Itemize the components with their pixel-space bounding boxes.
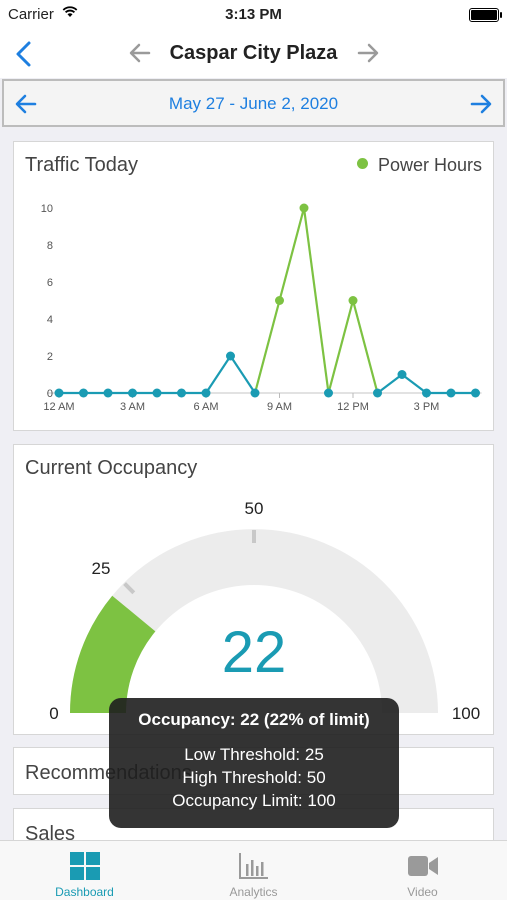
data-point [201, 388, 211, 398]
gauge-label-max: 100 [452, 704, 480, 723]
data-point [54, 388, 64, 398]
tooltip-low-threshold: Low Threshold: 25 [184, 745, 324, 764]
dashboard-icon [70, 852, 100, 880]
tooltip-high-threshold: High Threshold: 50 [182, 768, 326, 787]
data-point [275, 296, 284, 305]
series-line-segment [351, 300, 379, 394]
gauge-label-high: 50 [245, 499, 264, 518]
y-tick-label: 2 [47, 351, 53, 363]
back-button[interactable] [12, 39, 36, 69]
data-point [226, 351, 235, 361]
chart-legend: Power Hours [356, 155, 482, 176]
y-tick-label: 4 [47, 314, 53, 326]
tab-dashboard[interactable]: Dashboard [0, 841, 169, 900]
data-point [446, 388, 456, 398]
gauge-fill [70, 595, 156, 713]
series-line-segment [401, 373, 428, 394]
data-point [373, 388, 382, 398]
data-point [152, 388, 162, 398]
tooltip-occupancy-limit: Occupancy Limit: 100 [172, 791, 336, 810]
tab-video-label: Video [407, 885, 438, 899]
x-tick-label: 3 AM [120, 401, 145, 413]
video-icon [408, 856, 438, 876]
next-week-arrow-icon[interactable] [469, 93, 493, 115]
gauge-threshold-tick [123, 582, 136, 595]
gauge-label-low: 25 [92, 559, 111, 578]
traffic-card-title: Traffic Today [25, 154, 139, 176]
y-tick-label: 10 [41, 203, 53, 215]
wifi-icon [62, 6, 78, 17]
date-range-selector: May 27 - June 2, 2020 [2, 79, 505, 127]
data-point [348, 296, 358, 305]
next-location-arrow-icon[interactable] [356, 42, 380, 64]
x-tick-label: 12 AM [43, 401, 74, 413]
gauge-value: 22 [222, 620, 287, 685]
data-point [79, 388, 88, 398]
previous-location-arrow-icon[interactable] [128, 42, 152, 64]
series-line-segment [229, 355, 256, 394]
occupancy-tooltip: Occupancy: 22 (22% of limit) Low Thresho… [109, 698, 399, 828]
carrier-label: Carrier [8, 6, 54, 23]
series-line-segment [205, 355, 232, 394]
tab-video[interactable]: Video [338, 841, 507, 900]
clock: 3:13 PM [225, 6, 282, 23]
data-point [128, 388, 137, 398]
sales-title: Sales [25, 823, 76, 845]
data-point [397, 370, 407, 379]
series-line-segment [302, 207, 330, 394]
x-tick-label: 12 PM [337, 401, 369, 413]
data-point [299, 203, 309, 213]
series-line-segment [327, 300, 355, 394]
battery-icon [469, 8, 502, 22]
gauge-track [70, 529, 438, 713]
y-tick-label: 8 [47, 240, 53, 252]
page-title: Caspar City Plaza [169, 42, 338, 64]
tab-analytics-label: Analytics [229, 885, 278, 899]
tab-analytics[interactable]: Analytics [169, 841, 338, 900]
status-bar: Carrier 3:13 PM [0, 0, 507, 30]
tooltip-header: Occupancy: 22 (22% of limit) [138, 710, 370, 729]
tab-bar: Dashboard Analytics Video [0, 840, 507, 900]
y-tick-label: 0 [47, 388, 53, 400]
current-occupancy-card: 0 25 50 100 22 Current Occupancy [13, 444, 494, 735]
legend-label: Power Hours [377, 155, 482, 175]
analytics-icon [239, 853, 268, 879]
occupancy-card-title: Current Occupancy [25, 457, 198, 479]
data-point [422, 388, 431, 398]
gauge-label-min: 0 [49, 704, 58, 723]
tab-dashboard-label: Dashboard [55, 885, 114, 899]
navigation-bar: Caspar City Plaza [0, 30, 507, 78]
legend-dot-icon [356, 158, 368, 169]
data-point [103, 388, 113, 398]
traffic-today-card: 0 2 4 6 8 10 12 AM 3 AM 6 AM 9 AM 12 PM 3 PM Traffi… [13, 141, 494, 431]
occupancy-gauge[interactable]: 0 25 50 100 22 [14, 445, 495, 736]
x-tick-label: 6 AM [193, 401, 218, 413]
data-point [471, 388, 480, 398]
series-line-segment [376, 373, 403, 394]
data-point [324, 388, 333, 398]
series-line-segment [278, 207, 306, 301]
x-tick-label: 9 AM [267, 401, 292, 413]
previous-week-arrow-icon[interactable] [14, 93, 38, 115]
x-tick-label: 3 PM [414, 401, 440, 413]
y-tick-label: 6 [47, 277, 53, 289]
date-range-label[interactable]: May 27 - June 2, 2020 [168, 94, 339, 113]
data-point [177, 388, 186, 398]
series-line-segment [253, 300, 281, 394]
traffic-line-chart[interactable]: 0 2 4 6 8 10 12 AM 3 AM 6 AM 9 AM 12 PM 3 PM [14, 142, 495, 432]
data-point [250, 388, 260, 398]
